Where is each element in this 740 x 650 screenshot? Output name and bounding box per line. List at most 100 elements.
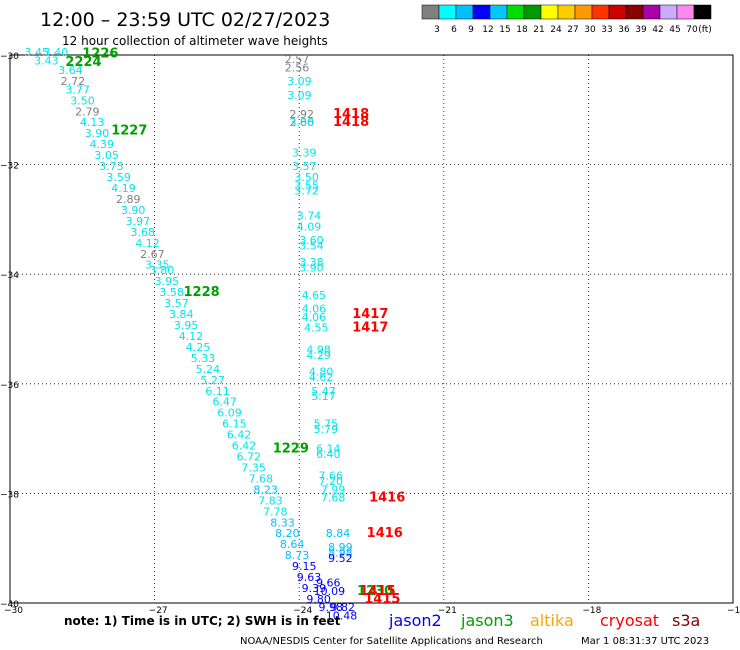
pass-time-label: 1229 bbox=[273, 441, 309, 456]
colorbar-tick-label: 70 bbox=[686, 25, 698, 35]
colorbar-swatch bbox=[693, 4, 712, 20]
swh-value-label: 7.83 bbox=[258, 494, 283, 507]
colorbar-swatch bbox=[472, 4, 491, 20]
swh-value-label: 2.92 bbox=[290, 108, 315, 121]
pass-time-label: 1418 bbox=[333, 107, 369, 122]
colorbar-tick-label: 6 bbox=[451, 25, 457, 35]
colorbar-swatch bbox=[540, 4, 559, 20]
pass-time-label: 1230 bbox=[357, 584, 393, 599]
pass-time-label: 1227 bbox=[111, 123, 147, 138]
footer-credit: NOAA/NESDIS Center for Satellite Applica… bbox=[240, 636, 543, 647]
swh-value-label: 3.80 bbox=[150, 264, 175, 277]
swh-value-label: 6.09 bbox=[217, 407, 242, 420]
chart-subtitle: 12 hour collection of altimeter wave hei… bbox=[62, 34, 328, 48]
swh-value-label: 4.29 bbox=[306, 349, 331, 362]
colorbar-tick-label: 3 bbox=[434, 25, 440, 35]
swh-value-label: 8.73 bbox=[285, 549, 310, 562]
plot-frame bbox=[9, 54, 734, 604]
swh-value-label: 5.47 bbox=[311, 385, 336, 398]
swh-value-label: 7.35 bbox=[241, 461, 265, 474]
colorbar-tick-label: 36 bbox=[618, 25, 630, 35]
colorbar-tick-label: 12 bbox=[482, 25, 493, 35]
footer-timestamp: Mar 1 08:31:37 UTC 2023 bbox=[581, 636, 709, 647]
swh-value-label: 3.38 bbox=[299, 256, 324, 269]
swh-value-label: 9.80 bbox=[306, 593, 331, 606]
swh-value-label: 3.09 bbox=[287, 75, 312, 88]
x-tick-label: −24 bbox=[293, 606, 312, 616]
swh-value-label: 3.74 bbox=[297, 209, 322, 222]
swh-value-label: 3.45 bbox=[24, 46, 49, 59]
colorbar-tick-label: 42 bbox=[652, 25, 663, 35]
swh-value-label: 8.33 bbox=[270, 516, 295, 529]
swh-value-label: 3.57 bbox=[164, 297, 189, 310]
pass-time-label: 2224 bbox=[65, 55, 101, 70]
swh-value-label: 4.25 bbox=[186, 341, 211, 354]
swh-value-label: 3.84 bbox=[169, 308, 194, 321]
swh-value-label: 9.39 bbox=[302, 582, 327, 595]
swh-value-label: 9.98 bbox=[318, 601, 343, 614]
colorbar-swatch bbox=[438, 4, 457, 20]
swh-value-label: 2.79 bbox=[75, 105, 100, 118]
colorbar-swatch bbox=[608, 4, 627, 20]
x-tick-label: −15 bbox=[727, 606, 740, 616]
swh-value-label: 2.56 bbox=[285, 61, 310, 74]
swh-value-label: 3.72 bbox=[294, 185, 319, 198]
swh-value-label: 8.98 bbox=[328, 546, 353, 559]
swh-value-label: 4.06 bbox=[302, 303, 327, 316]
swh-value-label: 3.95 bbox=[174, 319, 199, 332]
x-tick-label: −27 bbox=[149, 606, 168, 616]
colorbar-tick-label: 21 bbox=[533, 25, 544, 35]
swh-value-label: 3.09 bbox=[287, 89, 312, 102]
colorbar-swatch bbox=[591, 4, 610, 20]
colorbar-swatch bbox=[574, 4, 593, 20]
swh-value-label: 2.86 bbox=[290, 116, 315, 129]
swh-value-label: 3.54 bbox=[299, 240, 324, 253]
legend-item-jason2: jason2 bbox=[388, 611, 442, 630]
swh-value-label: 3.90 bbox=[299, 261, 324, 274]
swh-value-label: 3.90 bbox=[121, 204, 146, 217]
pass-time-label: 1415 bbox=[364, 592, 400, 607]
pass-time-label: 1226 bbox=[82, 47, 118, 62]
colorbar-swatch bbox=[557, 4, 576, 20]
colorbar-swatch bbox=[625, 4, 644, 20]
swh-value-label: 5.75 bbox=[314, 418, 339, 431]
x-tick-label: −21 bbox=[438, 606, 457, 616]
chart-title: 12:00 – 23:59 UTC 02/27/2023 bbox=[40, 9, 330, 31]
swh-value-label: 5.33 bbox=[191, 352, 216, 365]
legend-item-cryosat: cryosat bbox=[600, 611, 659, 630]
swh-value-label: 2.89 bbox=[116, 193, 141, 206]
colorbar-swatch bbox=[455, 4, 474, 20]
colorbar-tick-label: 39 bbox=[635, 25, 647, 35]
colorbar-swatch bbox=[659, 4, 678, 20]
swh-value-label: 3.73 bbox=[99, 160, 124, 173]
swh-value-label: 5.27 bbox=[200, 374, 225, 387]
colorbar-swatch bbox=[523, 4, 542, 20]
swh-value-label: 5.79 bbox=[314, 423, 339, 436]
swh-value-label: 4.98 bbox=[306, 344, 331, 357]
y-tick-label: −38 bbox=[0, 490, 19, 500]
legend-item-s3a: s3a bbox=[672, 611, 700, 630]
swh-value-label: 8.64 bbox=[280, 538, 305, 551]
y-tick-label: −40 bbox=[0, 600, 19, 610]
swh-value-label: 4.12 bbox=[179, 330, 204, 343]
swh-value-label: 4.12 bbox=[135, 237, 160, 250]
swh-value-label: 2.72 bbox=[61, 75, 86, 88]
pass-time-label: 1415 bbox=[359, 584, 395, 599]
swh-value-label: 4.19 bbox=[111, 182, 136, 195]
swh-value-label: 8.99 bbox=[328, 541, 353, 554]
swh-value-label: 3.97 bbox=[126, 215, 150, 228]
y-tick-label: −32 bbox=[0, 162, 19, 172]
plot-area: −30 −27 −24 −21 −18 −15 −30 −32 −34 −36 −38 −40 3.4… bbox=[0, 46, 740, 622]
legend-item-jason3: jason3 bbox=[460, 611, 514, 630]
x-tick-label: −30 bbox=[4, 606, 23, 616]
colorbar-tick-label: 15 bbox=[499, 25, 510, 35]
y-tick-label: −30 bbox=[0, 52, 19, 62]
legend-note: note: 1) Time is in UTC; 2) SWH is in fe… bbox=[64, 614, 341, 628]
swh-value-label: 5.17 bbox=[311, 390, 336, 403]
swh-value-label: 6.72 bbox=[237, 451, 261, 464]
swh-value-label: 2.67 bbox=[140, 248, 165, 261]
colorbar-swatch bbox=[642, 4, 661, 20]
swh-value-label: 3.58 bbox=[159, 286, 184, 299]
swh-value-label: 3.68 bbox=[131, 226, 156, 239]
swh-value-label: 6.42 bbox=[232, 440, 257, 453]
